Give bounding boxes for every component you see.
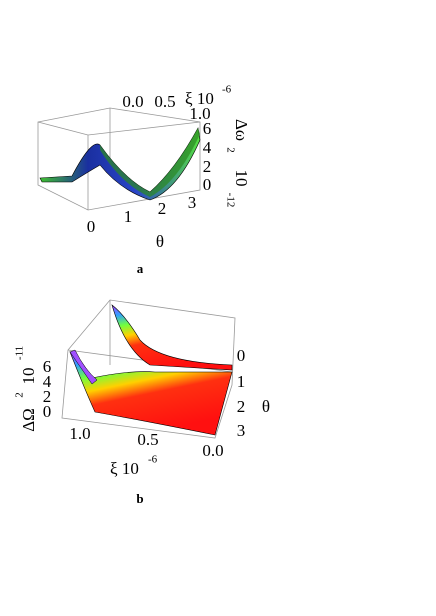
tick-label: 0.5	[154, 92, 175, 111]
tick-label: 6	[203, 119, 212, 138]
tick-label: 1.0	[69, 424, 90, 443]
axis-power: 2	[224, 147, 236, 153]
tick-label: 2	[203, 157, 212, 176]
axis-title: θ	[156, 232, 164, 251]
axis-power: 2	[14, 392, 26, 398]
tick-label: 1.0	[189, 104, 210, 123]
tick-label: 3	[237, 421, 246, 440]
axis-title: ξ 10	[185, 89, 214, 108]
axis-title: ΔΩ	[19, 408, 38, 432]
axis-scale: 10	[232, 170, 251, 187]
tick-label: 4	[43, 372, 52, 391]
tick-label: 3	[188, 193, 197, 212]
tick-label: 0.5	[137, 430, 158, 449]
tick-label: 4	[203, 138, 212, 157]
tick-label: 2	[158, 199, 167, 218]
axis-title: Δω	[232, 119, 251, 141]
tick-label: 0	[203, 175, 212, 194]
panel-label: b	[136, 491, 143, 506]
tick-label: 0.0	[202, 441, 223, 460]
axis-exponent: -6	[148, 454, 158, 466]
axis-exponent: -12	[224, 193, 236, 208]
tick-label: 2	[237, 397, 246, 416]
tick-label: 1	[237, 372, 246, 391]
tick-label: 2	[43, 387, 52, 406]
tick-label: 0.0	[122, 92, 143, 111]
tick-label: 6	[43, 357, 52, 376]
axis-scale: 10	[19, 368, 38, 385]
plot-a	[37, 107, 201, 211]
tick-label: 1	[124, 207, 133, 226]
axis-exponent: -11	[14, 346, 26, 360]
tick-label: 0	[87, 217, 96, 236]
axis-exponent: -6	[222, 84, 232, 96]
plot-b	[61, 299, 236, 439]
tick-label: 0	[43, 402, 52, 421]
axis-title: θ	[262, 397, 270, 416]
axis-title: ξ 10	[110, 459, 139, 478]
panel-label: a	[137, 261, 144, 276]
tick-label: 0	[237, 346, 246, 365]
